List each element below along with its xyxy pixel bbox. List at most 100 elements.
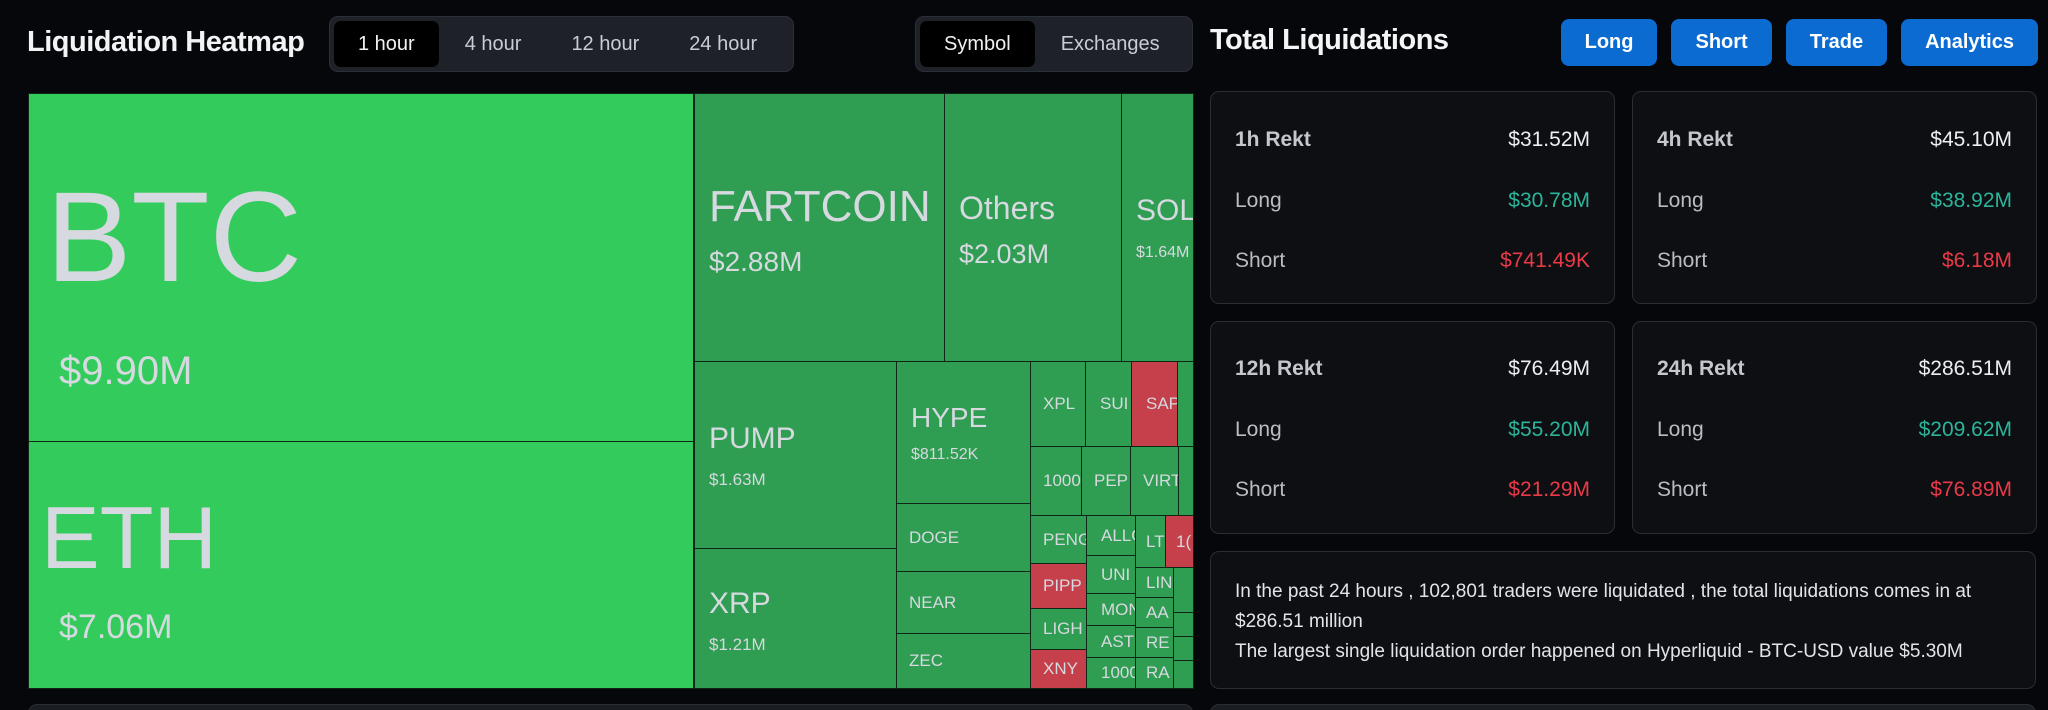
cell-symbol: SUI xyxy=(1100,394,1129,413)
heatmap-cell-mon[interactable]: MON xyxy=(1086,593,1136,626)
heatmap-cell-re[interactable]: RE xyxy=(1135,627,1174,658)
long-label: Long xyxy=(1235,418,1282,441)
tab-1-hour[interactable]: 1 hour xyxy=(334,21,439,67)
heatmap-cell-red-small[interactable]: 1( xyxy=(1165,515,1194,568)
cell-symbol: PENG xyxy=(1043,529,1087,549)
long-button[interactable]: Long xyxy=(1560,19,1658,66)
heatmap-cell-lin[interactable]: LIN xyxy=(1135,567,1174,598)
next-panel-left xyxy=(28,704,1193,710)
cell-symbol: MON xyxy=(1101,599,1135,619)
short-label: Short xyxy=(1657,249,1708,272)
heatmap-cell-doge[interactable]: DOGE xyxy=(896,503,1031,572)
total-liquidations-title: Total Liquidations xyxy=(1210,24,1449,56)
heatmap-cell-allo[interactable]: ALLO xyxy=(1086,515,1136,556)
short-label: Short xyxy=(1657,478,1708,501)
heatmap-cell-unlabeled[interactable] xyxy=(1173,567,1194,613)
summary-line-largest-order: The largest single liquidation order hap… xyxy=(1235,641,1963,662)
heatmap-cell-lt[interactable]: LT xyxy=(1135,515,1166,568)
heatmap-cell-1000[interactable]: 1000 xyxy=(1030,446,1082,516)
liquidation-summary: In the past 24 hours , 102,801 traders w… xyxy=(1210,551,2036,689)
heatmap-cell-sap[interactable]: SAP xyxy=(1131,361,1178,447)
cell-symbol: Others xyxy=(959,190,1056,226)
card-label: 4h Rekt xyxy=(1657,128,1733,151)
heatmap-cell-ligh[interactable]: LIGH xyxy=(1030,608,1087,650)
heatmap-cell-uni[interactable]: UNI xyxy=(1086,555,1136,594)
short-button[interactable]: Short xyxy=(1671,19,1772,66)
heatmap-cell-aa[interactable]: AA xyxy=(1135,597,1174,628)
cell-symbol: SAP xyxy=(1146,394,1178,413)
short-value: $21.29M xyxy=(1508,478,1590,501)
cell-symbol: ALLO xyxy=(1101,525,1135,545)
heatmap-cell-zec[interactable]: ZEC xyxy=(896,633,1031,689)
cell-symbol: NEAR xyxy=(909,592,957,612)
card-label: 12h Rekt xyxy=(1235,357,1323,380)
rekt-card-1h: 1h Rekt $31.52M Long $30.78M Short $741.49K xyxy=(1210,91,1615,304)
short-value: $6.18M xyxy=(1941,249,2012,272)
heatmap-cell-fartcoin[interactable]: FARTCOIN $2.88M xyxy=(694,93,945,362)
cell-symbol: UNI xyxy=(1101,564,1131,584)
heatmap-cell-pipp[interactable]: PIPP xyxy=(1030,563,1087,609)
tab-12-hour[interactable]: 12 hour xyxy=(571,32,640,55)
heatmap-cell-peng[interactable]: PENG xyxy=(1030,515,1087,564)
cell-symbol: ZEC xyxy=(909,651,943,670)
cell-symbol: RE xyxy=(1146,632,1170,652)
cell-value: $1.21M xyxy=(709,635,766,654)
cell-symbol: HYPE xyxy=(911,402,988,433)
card-total: $45.10M xyxy=(1930,128,2012,151)
tab-4-hour[interactable]: 4 hour xyxy=(464,32,522,55)
cell-symbol: XPL xyxy=(1043,394,1076,413)
heatmap-cell-unlabeled[interactable] xyxy=(1173,612,1194,637)
heatmap-cell-near[interactable]: NEAR xyxy=(896,571,1031,634)
short-label: Short xyxy=(1235,478,1286,501)
heatmap-cell-unlabeled[interactable] xyxy=(1177,361,1194,447)
cell-value: $811.52K xyxy=(911,446,979,463)
cell-symbol: XNY xyxy=(1043,659,1078,678)
cell-symbol: LIGH xyxy=(1043,619,1083,638)
heatmap-cell-others[interactable]: Others $2.03M xyxy=(944,93,1122,362)
heatmap-cell-xpl[interactable]: XPL xyxy=(1030,361,1086,447)
tab-symbol[interactable]: Symbol xyxy=(920,21,1035,67)
heatmap-cell-unlabeled[interactable] xyxy=(1173,660,1194,689)
tab-exchanges[interactable]: Exchanges xyxy=(1060,32,1160,55)
heatmap-cell-xny[interactable]: XNY xyxy=(1030,649,1087,689)
heatmap-cell-ast[interactable]: AST xyxy=(1086,625,1136,658)
heatmap-cell-sol[interactable]: SOL $1.64M xyxy=(1121,93,1194,362)
heatmap-cell-unlabeled[interactable] xyxy=(1173,636,1194,661)
heatmap-cell-sui[interactable]: SUI xyxy=(1085,361,1132,447)
card-label: 24h Rekt xyxy=(1657,357,1745,380)
heatmap-cell-xrp[interactable]: XRP $1.21M xyxy=(694,548,897,689)
heatmap-cell-hype[interactable]: HYPE $811.52K xyxy=(896,361,1031,504)
card-total: $76.49M xyxy=(1508,357,1590,380)
card-total: $31.52M xyxy=(1508,128,1590,151)
heatmap-cell-ra[interactable]: RA xyxy=(1135,657,1174,689)
card-total: $286.51M xyxy=(1918,357,2012,380)
tab-24-hour[interactable]: 24 hour xyxy=(689,32,758,55)
cell-symbol: FARTCOIN xyxy=(709,182,931,231)
long-label: Long xyxy=(1235,189,1282,212)
cell-symbol: AA xyxy=(1146,602,1169,622)
cell-symbol: RA xyxy=(1146,663,1170,682)
long-value: $38.92M xyxy=(1930,189,2012,212)
heatmap-cell-unlabeled[interactable] xyxy=(1178,446,1194,516)
cell-value: $2.03M xyxy=(959,239,1050,269)
cell-symbol: PUMP xyxy=(709,422,796,455)
heatmap-cell-btc[interactable]: BTC $9.90M xyxy=(28,93,694,442)
card-label: 1h Rekt xyxy=(1235,128,1311,151)
heatmap-cell-virt[interactable]: VIRT xyxy=(1130,446,1179,516)
heatmap-cell-pep[interactable]: PEP xyxy=(1081,446,1131,516)
cell-symbol: PIPP xyxy=(1043,576,1082,595)
rekt-card-12h: 12h Rekt $76.49M Long $55.20M Short $21.29M xyxy=(1210,321,1615,534)
cell-symbol: PEP xyxy=(1094,471,1129,490)
analytics-button[interactable]: Analytics xyxy=(1901,19,2038,66)
rekt-card-4h: 4h Rekt $45.10M Long $38.92M Short $6.18M xyxy=(1632,91,2037,304)
long-value: $209.62M xyxy=(1918,418,2012,441)
liquidation-heatmap: BTC $9.90M ETH $7.06M FARTCOIN $2.88M Ot… xyxy=(28,93,1194,689)
heatmap-cell-1000b[interactable]: 1000 xyxy=(1086,657,1136,689)
cell-symbol: XRP xyxy=(709,587,771,620)
heatmap-cell-pump[interactable]: PUMP $1.63M xyxy=(694,361,897,549)
heatmap-cell-eth[interactable]: ETH $7.06M xyxy=(28,441,694,689)
cell-symbol: LT xyxy=(1146,531,1165,551)
time-range-tabs: 1 hour 4 hour 12 hour 24 hour xyxy=(329,16,794,72)
trade-button[interactable]: Trade xyxy=(1785,19,1888,66)
